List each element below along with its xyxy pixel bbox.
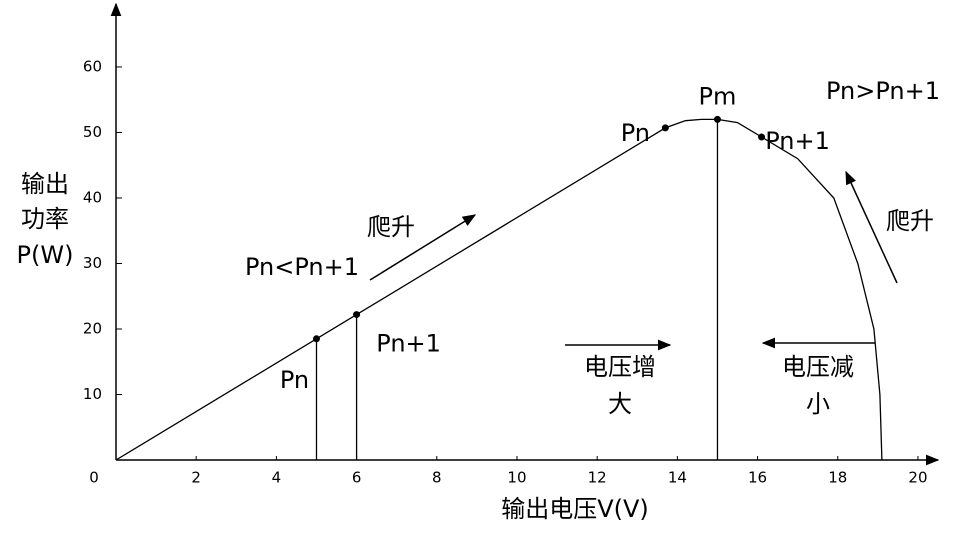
point-label: Pn — [280, 366, 309, 394]
annotation: 小 — [806, 390, 830, 418]
annotation: Pn>Pn+1 — [826, 77, 940, 105]
y-axis-label: P(W) — [17, 241, 74, 269]
y-axis-label: 输出 — [21, 170, 69, 198]
point — [312, 335, 320, 343]
point-label: Pn+1 — [376, 330, 441, 358]
annotation: 电压增 — [584, 353, 656, 381]
point-label: Pn+1 — [765, 127, 830, 155]
point — [353, 311, 361, 319]
point — [713, 115, 721, 123]
x-tick-label: 2 — [191, 469, 201, 487]
x-tick-label: 16 — [748, 469, 767, 487]
annotation: 爬升 — [886, 207, 934, 235]
point — [758, 133, 766, 141]
point-label: Pm — [699, 82, 737, 110]
arrow — [845, 170, 898, 284]
x-tick-label: 18 — [828, 469, 847, 487]
curve — [115, 118, 883, 461]
x-tick-label: 6 — [352, 469, 362, 487]
x-tick-label: 8 — [432, 469, 442, 487]
y-tick-label: 10 — [83, 385, 102, 403]
arrow — [369, 214, 477, 281]
y-tick-label: 60 — [83, 57, 102, 75]
x-tick-label: 10 — [507, 469, 526, 487]
x-tick-label: 4 — [272, 469, 282, 487]
x-tick-label: 12 — [588, 469, 607, 487]
y-tick-label: 50 — [83, 123, 102, 141]
annotation: 爬升 — [367, 213, 415, 241]
x-axis-label: 输出电压V(V) — [501, 495, 649, 523]
y-tick-label: 40 — [83, 188, 102, 206]
annotation: 大 — [608, 390, 632, 418]
y-tick-label: 20 — [83, 319, 102, 337]
annotation: 电压减 — [782, 353, 854, 381]
x-tick-label: 14 — [668, 469, 687, 487]
x-tick-label: 0 — [89, 469, 99, 487]
annotation: Pn<Pn+1 — [245, 253, 359, 281]
point — [661, 124, 669, 132]
y-tick-label: 30 — [83, 254, 102, 272]
point-label: Pn — [621, 119, 650, 147]
y-axis-label: 功率 — [21, 205, 69, 233]
x-tick-label: 20 — [908, 469, 927, 487]
